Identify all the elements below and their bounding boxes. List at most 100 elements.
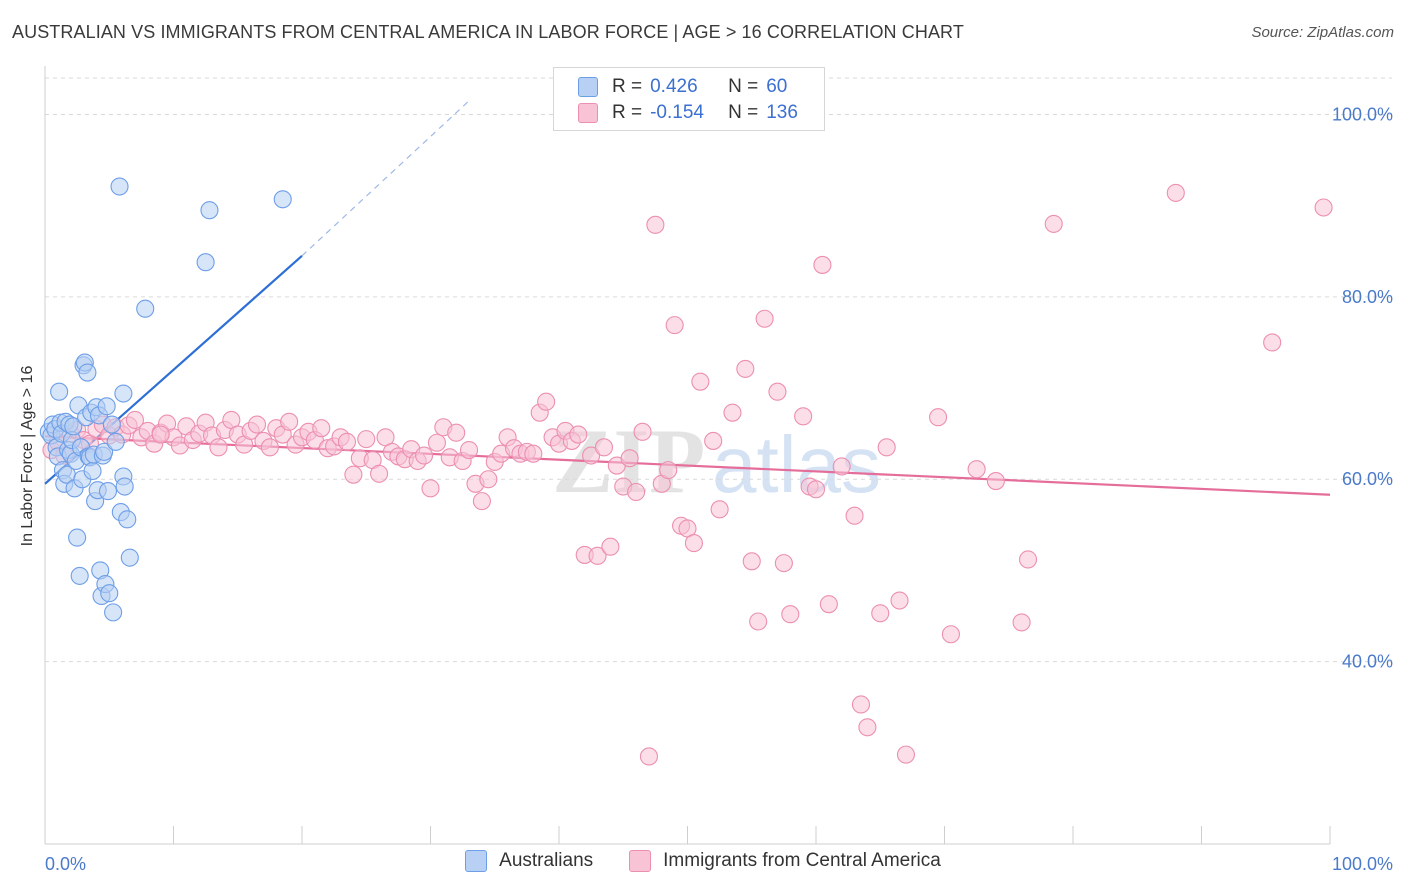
pink-swatch-icon bbox=[578, 103, 598, 123]
point-australians bbox=[78, 363, 97, 382]
point-central-america bbox=[1166, 183, 1185, 202]
point-central-america bbox=[723, 403, 742, 422]
point-central-america bbox=[459, 441, 479, 460]
n-value: 136 bbox=[766, 102, 798, 123]
point-australians bbox=[136, 299, 155, 318]
point-central-america bbox=[247, 415, 267, 434]
chart-title: AUSTRALIAN VS IMMIGRANTS FROM CENTRAL AM… bbox=[12, 22, 964, 42]
n-label: N = bbox=[728, 102, 759, 123]
point-australians bbox=[106, 432, 125, 451]
point-australians bbox=[200, 201, 219, 220]
point-australians bbox=[50, 382, 69, 401]
point-central-america bbox=[280, 412, 299, 431]
source-label: Source: ZipAtlas.com bbox=[1251, 24, 1394, 41]
legend-row-central-america: R = -0.154 N = 136 bbox=[578, 101, 798, 125]
point-central-america bbox=[1263, 333, 1282, 352]
point-central-america bbox=[691, 372, 710, 391]
point-central-america bbox=[415, 446, 434, 465]
point-central-america bbox=[370, 464, 389, 483]
point-australians bbox=[120, 548, 139, 567]
point-central-america bbox=[312, 419, 331, 438]
point-central-america bbox=[890, 591, 909, 610]
blue-swatch-icon bbox=[465, 850, 488, 872]
n-label: N = bbox=[728, 76, 759, 97]
point-central-america bbox=[594, 438, 614, 457]
legend-item-australians[interactable]: Australians bbox=[465, 850, 593, 872]
point-australians bbox=[104, 603, 123, 622]
point-australians bbox=[95, 442, 114, 461]
point-australians bbox=[115, 477, 134, 496]
point-central-america bbox=[344, 465, 363, 484]
point-central-america bbox=[736, 359, 755, 378]
y-tick-label: 80.0% bbox=[1342, 287, 1393, 307]
r-label: R = bbox=[612, 76, 643, 97]
point-central-america bbox=[646, 215, 665, 234]
x-tick-label-end: 100.0% bbox=[1332, 854, 1393, 874]
point-central-america bbox=[665, 316, 684, 335]
point-central-america bbox=[627, 482, 646, 502]
point-central-america bbox=[427, 433, 446, 452]
point-central-america bbox=[479, 470, 498, 489]
point-central-america bbox=[845, 506, 864, 525]
x-tick-label-start: 0.0% bbox=[45, 854, 86, 874]
point-australians bbox=[196, 253, 215, 272]
point-central-america bbox=[896, 745, 916, 764]
point-central-america bbox=[582, 446, 601, 465]
n-value: 60 bbox=[766, 76, 788, 97]
point-central-america bbox=[601, 537, 620, 556]
series-legend: Australians Immigrants from Central Amer… bbox=[0, 850, 1406, 872]
point-central-america bbox=[569, 425, 588, 444]
point-central-america bbox=[768, 382, 787, 401]
point-australians bbox=[102, 415, 121, 434]
point-central-america bbox=[832, 457, 851, 476]
point-central-america bbox=[929, 408, 948, 427]
point-australians bbox=[110, 177, 129, 196]
point-central-america bbox=[151, 425, 170, 444]
point-central-america bbox=[357, 430, 376, 449]
point-central-america bbox=[806, 480, 826, 499]
point-central-america bbox=[774, 554, 793, 573]
point-australians bbox=[98, 482, 118, 501]
point-central-america bbox=[858, 718, 877, 737]
point-australians bbox=[273, 190, 292, 209]
point-central-america bbox=[871, 604, 890, 623]
r-label: R = bbox=[612, 102, 643, 123]
point-central-america bbox=[813, 255, 832, 274]
point-central-america bbox=[1018, 550, 1038, 569]
legend-label: Immigrants from Central America bbox=[663, 850, 941, 871]
trend-extension-australians bbox=[301, 100, 470, 257]
point-central-america bbox=[421, 479, 440, 498]
point-australians bbox=[68, 528, 87, 547]
data-points bbox=[39, 177, 1333, 766]
watermark-atlas: atlas bbox=[712, 420, 881, 509]
point-central-america bbox=[1044, 214, 1063, 233]
point-central-america bbox=[986, 472, 1005, 491]
point-central-america bbox=[755, 309, 774, 328]
gridlines bbox=[45, 77, 1392, 663]
point-australians bbox=[83, 461, 102, 481]
r-value: -0.154 bbox=[650, 102, 704, 123]
legend-item-central-america[interactable]: Immigrants from Central America bbox=[629, 850, 941, 872]
point-central-america bbox=[260, 438, 279, 457]
point-australians bbox=[97, 397, 116, 416]
point-central-america bbox=[1012, 613, 1031, 632]
point-central-america bbox=[967, 460, 986, 479]
legend-row-australians: R = 0.426 N = 60 bbox=[578, 75, 787, 99]
point-central-america bbox=[851, 695, 871, 714]
point-central-america bbox=[704, 431, 723, 450]
point-australians bbox=[64, 417, 83, 436]
y-tick-label: 100.0% bbox=[1332, 104, 1393, 124]
point-central-america bbox=[588, 546, 607, 565]
point-central-america bbox=[794, 407, 813, 426]
point-central-america bbox=[125, 410, 144, 430]
y-tick-labels: 40.0% 60.0% 80.0% 100.0% bbox=[1332, 104, 1393, 671]
point-australians bbox=[70, 566, 89, 585]
point-central-america bbox=[684, 534, 703, 553]
y-tick-label: 40.0% bbox=[1342, 652, 1393, 672]
point-central-america bbox=[472, 492, 491, 511]
correlation-legend: R = 0.426 N = 60 R = -0.154 N = 136 bbox=[553, 67, 825, 131]
x-tick-labels: 0.0% 100.0% bbox=[45, 854, 1393, 874]
point-australians bbox=[114, 384, 133, 403]
point-central-america bbox=[710, 500, 729, 519]
point-central-america bbox=[537, 392, 556, 411]
